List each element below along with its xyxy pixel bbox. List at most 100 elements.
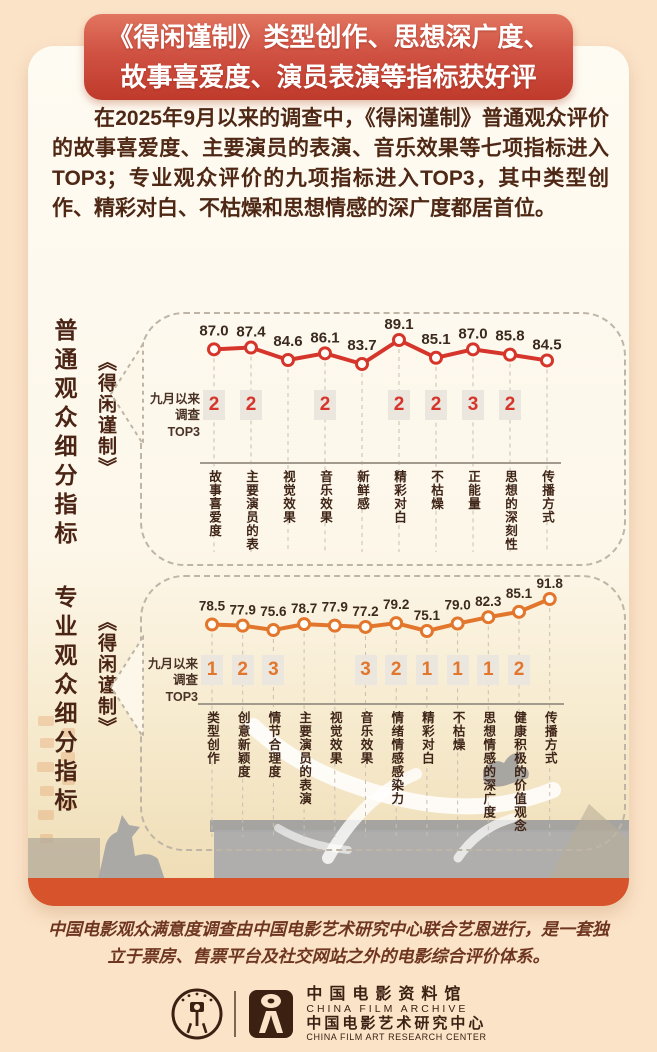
category-label: 思想情感的深广度	[481, 711, 496, 819]
poster-title: 《得闲谨制》类型创作、思想深广度、 故事喜爱度、演员表演等指标获好评	[84, 14, 573, 100]
intro-paragraph: 在2025年9月以来的调查中，《得闲谨制》普通观众评价的故事喜爱度、主要演员的表…	[52, 107, 609, 221]
value-label: 89.1	[384, 316, 413, 333]
brush-strokes	[245, 718, 561, 864]
org2-name-en: CHINA FILM ART RESEARCH CENTER	[306, 1032, 487, 1043]
value-label: 84.6	[273, 333, 302, 350]
data-point	[389, 616, 404, 631]
value-label: 77.9	[230, 603, 256, 618]
org1-name-cn: 中国电影资料馆	[306, 986, 468, 1003]
value-label: 79.0	[444, 598, 470, 613]
value-label: 75.1	[414, 608, 441, 623]
title-line-1: 《得闲谨制》类型创作、思想深广度、	[107, 22, 550, 52]
category-label: 传播方式	[540, 470, 554, 524]
top3-caption: 九月以来 调查TOP3	[147, 657, 198, 704]
bottom-accent-bar	[28, 878, 629, 906]
value-label: 85.1	[506, 586, 533, 601]
data-point	[297, 617, 312, 632]
data-point	[392, 333, 406, 347]
category-label: 主要演员的表演	[297, 711, 312, 806]
chart1-group-label: 普通观众细分指标	[51, 318, 77, 550]
logo-text-block: 中国电影资料馆 CHINA FILM ARCHIVE 中国电影艺术研究中心 CH…	[306, 986, 486, 1043]
data-point	[419, 624, 434, 638]
data-point	[355, 357, 369, 371]
rank-badge: 2	[385, 655, 408, 685]
value-label: 79.2	[383, 597, 409, 612]
chart2-series-label: 《得闲谨制》	[95, 612, 116, 738]
film-art-research-center-icon	[249, 990, 294, 1039]
data-point	[503, 347, 517, 362]
value-label: 78.7	[291, 601, 317, 616]
category-label: 视觉效果	[281, 470, 295, 524]
top3-caption: 九月以来 调查TOP3	[149, 392, 200, 439]
rank-badge: 1	[415, 655, 438, 685]
category-label: 思想的深刻性	[503, 470, 517, 551]
data-point	[542, 592, 557, 606]
rank-badge: 2	[388, 390, 410, 420]
category-label: 音乐效果	[358, 711, 373, 765]
data-point	[281, 353, 295, 367]
rank-badge: 2	[231, 655, 254, 685]
category-axis-line	[200, 462, 561, 464]
rank-badge: 2	[508, 655, 530, 685]
rank-badge: 3	[462, 390, 484, 420]
value-label: 87.4	[236, 324, 266, 341]
category-label: 新鲜感	[355, 470, 369, 511]
data-point	[466, 342, 480, 357]
data-point	[429, 350, 443, 365]
value-label: 85.8	[495, 328, 524, 345]
rank-badge: 2	[499, 390, 521, 420]
value-label: 87.0	[458, 325, 487, 342]
value-label: 77.9	[322, 600, 348, 615]
category-label: 主要演员的表演	[244, 470, 258, 551]
trend-chart: 78.5 77.9 75.6 78.7 77.9 77.2 79.2 75.179.0 82.3…	[199, 577, 564, 837]
rank-badge: 2	[314, 390, 336, 420]
data-point	[481, 610, 496, 625]
rank-badge: 1	[201, 655, 223, 685]
value-label: 91.8	[537, 577, 564, 591]
data-point	[244, 340, 258, 355]
footer-note: 中国电影观众满意度调查由中国电影艺术研究中心联合艺恩进行，是一套独立于票房、售票…	[48, 920, 609, 967]
chart1-series-label: 《得闲谨制》	[95, 352, 116, 478]
value-label: 86.1	[310, 329, 339, 346]
rank-badge: 2	[240, 390, 262, 420]
category-label: 精彩对白	[419, 711, 434, 765]
trend-chart: 87.0 87.4 84.6 86.1 83.7 89.1 85.1 87.0 85.8 84.5	[199, 316, 562, 552]
content-card	[28, 46, 629, 906]
title-line-2: 故事喜爱度、演员表演等指标获好评	[120, 62, 537, 92]
data-point	[235, 618, 250, 633]
rank-badge: 3	[354, 655, 377, 685]
value-label: 78.5	[199, 598, 226, 613]
value-label: 82.3	[475, 594, 502, 609]
category-label: 创意新颖度	[235, 711, 250, 779]
data-point	[327, 618, 342, 633]
value-label: 87.0	[199, 322, 228, 339]
category-label: 不枯燥	[450, 711, 465, 752]
data-point	[205, 617, 219, 632]
value-label: 75.6	[260, 604, 287, 619]
data-point	[358, 619, 373, 634]
value-label: 84.5	[532, 336, 561, 353]
rank-badge: 1	[446, 655, 469, 685]
category-label: 精彩对白	[392, 470, 406, 524]
org2-name-cn: 中国电影艺术研究中心	[306, 1014, 487, 1032]
value-label: 77.2	[352, 604, 378, 619]
category-label: 类型创作	[205, 711, 219, 765]
category-label: 健康积极的价值观念	[512, 711, 526, 833]
category-label: 故事喜爱度	[207, 470, 221, 538]
rank-badge: 2	[425, 390, 447, 420]
category-label: 视觉效果	[327, 711, 342, 765]
data-point	[318, 346, 332, 361]
logo-divider	[234, 991, 237, 1038]
china-film-archive-seal-icon	[171, 988, 223, 1040]
logo-bar: 中国电影资料馆 CHINA FILM ARCHIVE 中国电影艺术研究中心 CH…	[0, 986, 657, 1043]
data-point	[540, 353, 554, 368]
callout-tail	[109, 342, 144, 446]
rank-badge: 1	[477, 655, 500, 685]
rank-badge: 3	[262, 655, 285, 685]
trend-line	[212, 338, 549, 366]
chart2-professional-audience-bubble: 78.5 77.9 75.6 78.7 77.9 77.2 79.2 75.1 79.0 82.3…	[109, 575, 626, 851]
category-label: 情节合理度	[266, 711, 281, 779]
value-label: 85.1	[421, 331, 450, 348]
data-point	[512, 604, 526, 619]
data-point	[266, 623, 281, 638]
